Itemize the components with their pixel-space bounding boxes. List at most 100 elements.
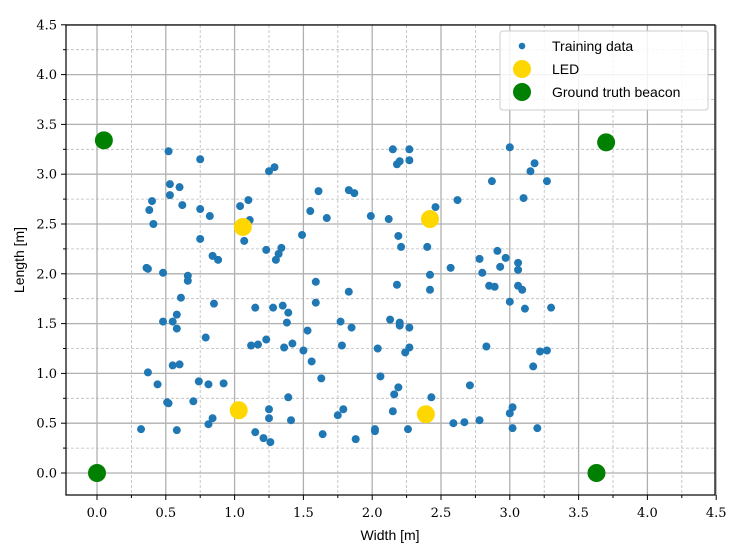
training-data-point bbox=[536, 347, 545, 356]
training-data-point bbox=[388, 407, 397, 416]
training-data-point bbox=[351, 435, 360, 444]
training-data-point bbox=[449, 419, 458, 428]
y-tick-label: 2.0 bbox=[36, 267, 57, 282]
training-data-point bbox=[339, 405, 348, 414]
training-data-point bbox=[366, 212, 375, 221]
data-points bbox=[88, 131, 616, 482]
training-data-point bbox=[270, 163, 279, 172]
legend: Training data LED Ground truth beacon bbox=[499, 30, 709, 111]
training-data-point bbox=[493, 246, 502, 255]
training-data-point bbox=[475, 254, 484, 263]
training-data-point bbox=[164, 399, 173, 408]
training-data-point bbox=[201, 333, 210, 342]
training-data-point bbox=[196, 205, 205, 214]
training-data-point bbox=[533, 424, 542, 433]
training-data-point bbox=[347, 323, 356, 332]
training-data-point bbox=[405, 323, 414, 332]
training-data-point bbox=[547, 303, 556, 312]
training-data-point bbox=[282, 318, 291, 327]
ground-truth-beacon-point bbox=[587, 464, 606, 482]
training-data-point bbox=[247, 341, 256, 350]
training-data-point bbox=[425, 285, 434, 294]
x-tick-label: 1.0 bbox=[224, 506, 245, 521]
x-tick-label: 3.5 bbox=[568, 506, 589, 521]
training-data-point bbox=[395, 157, 404, 166]
training-data-point bbox=[505, 409, 514, 418]
y-tick-labels: 0.0 0.5 1.0 1.5 2.0 2.5 3.0 3.5 4.0 4.5 bbox=[36, 18, 57, 481]
training-data-point bbox=[384, 215, 393, 224]
training-data-point bbox=[137, 425, 146, 434]
training-data-point bbox=[431, 203, 440, 212]
training-data-point bbox=[168, 361, 177, 370]
training-data-point bbox=[311, 277, 320, 286]
training-data-point bbox=[148, 197, 157, 206]
y-tick-label: 4.5 bbox=[36, 18, 57, 33]
training-data-point bbox=[143, 264, 152, 273]
training-data-point bbox=[262, 335, 271, 344]
training-data-point bbox=[505, 143, 514, 152]
training-data-point bbox=[453, 196, 462, 205]
x-tick-label: 2.5 bbox=[431, 506, 452, 521]
x-tick-label: 3.0 bbox=[499, 506, 520, 521]
training-data-point bbox=[465, 381, 474, 390]
training-data-point bbox=[288, 339, 297, 348]
training-data-point bbox=[314, 187, 323, 196]
training-data-point bbox=[175, 183, 184, 192]
training-data-point bbox=[284, 308, 293, 317]
training-data-point bbox=[427, 393, 436, 402]
training-data-point bbox=[266, 438, 275, 447]
training-data-point bbox=[425, 270, 434, 279]
training-data-point bbox=[405, 156, 414, 165]
training-data-point bbox=[240, 236, 249, 245]
training-data-point bbox=[529, 362, 538, 371]
training-data-point bbox=[194, 377, 203, 386]
training-data-point bbox=[530, 159, 539, 168]
x-tick-label: 4.5 bbox=[706, 506, 727, 521]
training-data-point bbox=[307, 357, 316, 366]
x-tick-label: 4.0 bbox=[637, 506, 658, 521]
training-data-point bbox=[164, 147, 173, 156]
training-data-point bbox=[196, 234, 205, 243]
training-data-point bbox=[520, 304, 529, 313]
training-data-point bbox=[208, 414, 217, 423]
x-tick-label: 0.5 bbox=[155, 506, 176, 521]
training-data-point bbox=[505, 297, 514, 306]
training-data-point bbox=[423, 242, 432, 251]
training-data-point bbox=[159, 268, 168, 277]
training-data-point bbox=[508, 403, 517, 412]
led-point bbox=[416, 405, 435, 424]
training-data-point bbox=[251, 303, 260, 312]
training-data-point bbox=[373, 344, 382, 353]
training-data-legend-marker bbox=[518, 42, 526, 50]
training-data-point bbox=[376, 372, 385, 381]
y-tick-label: 0.5 bbox=[36, 417, 57, 432]
training-data-point bbox=[514, 265, 523, 274]
y-tick-label: 2.5 bbox=[36, 218, 57, 233]
training-data-point bbox=[344, 287, 353, 296]
x-tick-label: 0.0 bbox=[87, 506, 108, 521]
training-data-point bbox=[542, 346, 551, 355]
training-data-point bbox=[395, 321, 404, 330]
training-data-point bbox=[176, 293, 185, 302]
training-data-point bbox=[271, 255, 280, 264]
x-axis-label: Width [m] bbox=[360, 527, 419, 543]
y-tick-label: 1.0 bbox=[36, 367, 57, 382]
led-point bbox=[229, 401, 248, 420]
training-data-point bbox=[277, 243, 286, 252]
training-data-point bbox=[172, 310, 181, 319]
y-tick-label: 1.5 bbox=[36, 317, 57, 332]
training-data-point bbox=[386, 315, 395, 324]
training-data-point bbox=[209, 299, 218, 308]
training-data-point bbox=[508, 424, 517, 433]
training-data-point bbox=[145, 206, 154, 215]
legend-label-training-data: Training data bbox=[552, 38, 633, 54]
training-data-point bbox=[394, 383, 403, 392]
training-data-point bbox=[280, 343, 289, 352]
training-data-point bbox=[189, 397, 198, 406]
training-data-point bbox=[236, 202, 245, 211]
training-data-point bbox=[265, 414, 273, 423]
training-data-point bbox=[322, 214, 331, 223]
training-data-point bbox=[284, 393, 293, 402]
training-data-point bbox=[172, 426, 181, 435]
training-data-point bbox=[303, 326, 312, 335]
